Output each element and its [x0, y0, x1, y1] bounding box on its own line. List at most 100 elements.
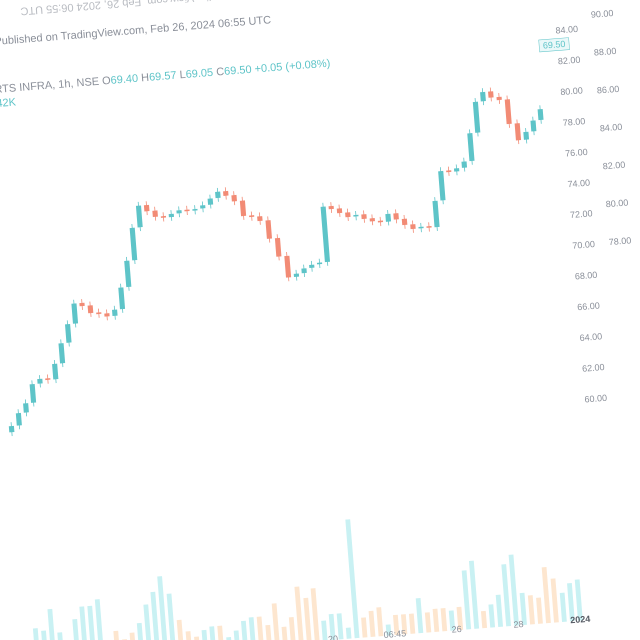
volume-bar [508, 554, 519, 626]
volume-bar [150, 591, 161, 640]
candle [385, 213, 392, 222]
candle [274, 237, 282, 257]
volume-bars [32, 519, 583, 640]
volume-bar [194, 636, 200, 640]
candle [353, 214, 359, 217]
volume-bar [527, 595, 535, 625]
candle [64, 323, 72, 343]
candle [192, 208, 198, 211]
secondary-price-tick: 88.00 [593, 46, 616, 58]
candle [239, 200, 247, 217]
candle [301, 268, 307, 274]
volume-header: 42K [0, 96, 16, 109]
price-tick: 60.00 [584, 393, 607, 405]
price-tick: 62.00 [582, 362, 605, 374]
low-value: 69.05 [185, 66, 214, 81]
volume-bar [392, 614, 400, 636]
candle [160, 215, 167, 218]
candle [79, 302, 85, 307]
volume-bar [143, 604, 153, 640]
change-value: +0.05 [254, 61, 283, 76]
candle [537, 108, 544, 121]
candle [29, 383, 37, 403]
volume-bar [129, 632, 137, 640]
candle [418, 226, 424, 229]
volume-bar [408, 613, 416, 634]
price-axis-secondary[interactable]: 90.00 88.00 86.00 84.00 82.00 80.00 78.00 [590, 8, 631, 247]
secondary-price-tick: 84.00 [599, 122, 622, 134]
price-tick: 66.00 [577, 301, 600, 313]
volume-bar [87, 605, 97, 640]
volume-bar [47, 608, 57, 640]
volume-bar [32, 628, 41, 640]
high-value: 69.57 [148, 69, 178, 84]
volume-bar [303, 597, 312, 640]
price-axis[interactable]: 84.00 82.00 80.00 78.00 76.00 74.00 72.00 70.00… [555, 24, 607, 405]
candle [309, 264, 315, 269]
candle [345, 212, 351, 218]
candle [369, 218, 375, 222]
candle [200, 205, 206, 209]
candle [377, 220, 384, 223]
volume-bar [440, 608, 448, 632]
candle [496, 96, 502, 101]
time-tick: 06:45 [383, 628, 406, 640]
candle [124, 260, 132, 288]
volume-bar [256, 616, 264, 640]
candle [249, 215, 255, 218]
candle [453, 168, 460, 172]
candle [393, 213, 399, 220]
candle [316, 262, 323, 265]
volume-bar [166, 593, 177, 640]
last-price-label: 69.50 [543, 39, 566, 51]
candle [112, 309, 118, 317]
volume-bar [336, 613, 344, 640]
volume-bar [233, 630, 240, 640]
volume-bar [461, 570, 472, 630]
candle [530, 120, 537, 132]
volume-bar [536, 597, 543, 624]
candle [184, 209, 190, 212]
candle [523, 131, 530, 140]
candle [176, 210, 182, 214]
candle [118, 287, 126, 310]
volume-bar [424, 612, 432, 633]
candle [45, 378, 51, 381]
volume-bar [550, 578, 559, 623]
volume-bar [495, 594, 504, 627]
volume-bar [157, 576, 169, 640]
candle [257, 216, 263, 222]
time-tick: 26 [451, 624, 462, 635]
volume-bar [136, 622, 145, 640]
candle [446, 170, 452, 173]
volume-bar [468, 560, 480, 629]
candle [231, 194, 237, 202]
candle [37, 378, 43, 384]
time-tick: 28 [513, 619, 524, 630]
open-value: 69.40 [110, 72, 139, 87]
price-tick: 76.00 [565, 147, 588, 159]
candle [461, 161, 468, 168]
volume-bar [400, 614, 408, 635]
candle [361, 214, 367, 220]
volume-bar [368, 610, 376, 638]
volume-bar [113, 630, 121, 640]
volume-bar [456, 606, 464, 631]
candle [58, 343, 66, 364]
candle [265, 220, 273, 239]
price-tick: 80.00 [560, 85, 583, 97]
last-price-tag: 69.50 [538, 37, 570, 53]
candle [284, 255, 292, 278]
secondary-price-tick: 82.00 [602, 160, 625, 172]
candle [328, 205, 334, 210]
volume-bar [240, 620, 248, 640]
price-tick: 74.00 [567, 178, 590, 190]
volume-bar [328, 613, 336, 640]
volume-bar [415, 597, 424, 634]
volume-bar [448, 610, 456, 631]
volume-bar [209, 626, 216, 640]
volume-bar [376, 607, 384, 637]
